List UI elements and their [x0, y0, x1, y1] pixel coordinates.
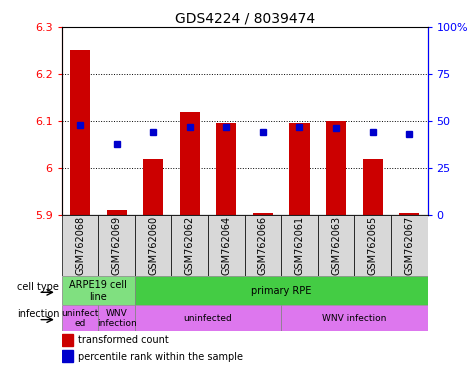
Bar	[391, 215, 428, 276]
Bar	[245, 215, 281, 276]
Text: GSM762069: GSM762069	[112, 216, 122, 275]
Bar	[70, 50, 90, 215]
Bar	[106, 210, 127, 215]
Text: GSM762060: GSM762060	[148, 216, 158, 275]
Bar	[289, 123, 310, 215]
Bar	[216, 123, 237, 215]
Text: GSM762061: GSM762061	[294, 216, 304, 275]
Bar	[171, 215, 208, 276]
Bar	[253, 213, 273, 215]
Bar	[354, 215, 391, 276]
Bar	[135, 276, 428, 305]
Bar	[208, 215, 245, 276]
Text: uninfected: uninfected	[184, 314, 232, 323]
Bar	[143, 159, 163, 215]
Bar	[62, 215, 98, 276]
Text: primary RPE: primary RPE	[251, 286, 312, 296]
Text: GSM762062: GSM762062	[185, 216, 195, 275]
Bar	[62, 334, 73, 346]
Text: infection: infection	[17, 310, 60, 319]
Bar	[62, 350, 73, 362]
Bar	[135, 305, 281, 331]
Bar	[62, 276, 135, 305]
Text: WNV infection: WNV infection	[322, 314, 387, 323]
Bar	[281, 215, 318, 276]
Text: GSM762066: GSM762066	[258, 216, 268, 275]
Bar	[362, 159, 383, 215]
Bar	[180, 111, 200, 215]
Bar	[98, 305, 135, 331]
Bar	[318, 215, 354, 276]
Text: ARPE19 cell
line: ARPE19 cell line	[69, 280, 127, 302]
Text: percentile rank within the sample: percentile rank within the sample	[78, 352, 243, 362]
Text: GSM762063: GSM762063	[331, 216, 341, 275]
Text: GSM762067: GSM762067	[404, 216, 414, 275]
Bar	[399, 213, 419, 215]
Text: GSM762065: GSM762065	[368, 216, 378, 275]
Text: WNV
infection: WNV infection	[97, 309, 136, 328]
Bar	[281, 305, 428, 331]
Text: transformed count: transformed count	[78, 335, 169, 345]
Text: uninfect
ed: uninfect ed	[61, 309, 99, 328]
Title: GDS4224 / 8039474: GDS4224 / 8039474	[175, 12, 314, 26]
Bar	[98, 215, 135, 276]
Text: GSM762068: GSM762068	[75, 216, 85, 275]
Text: GSM762064: GSM762064	[221, 216, 231, 275]
Bar	[326, 121, 346, 215]
Bar	[62, 305, 98, 331]
Bar	[135, 215, 171, 276]
Text: cell type: cell type	[17, 281, 59, 291]
